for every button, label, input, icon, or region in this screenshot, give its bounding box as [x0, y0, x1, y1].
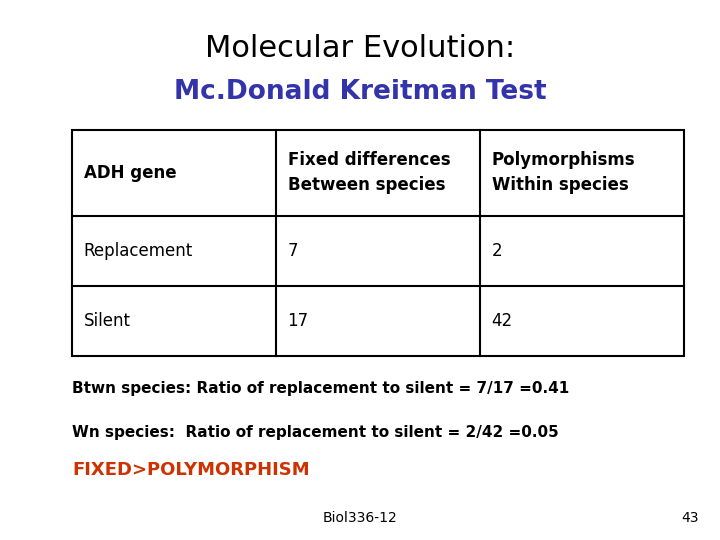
Text: 2: 2 — [492, 242, 502, 260]
Text: Polymorphisms
Within species: Polymorphisms Within species — [492, 151, 635, 194]
Text: FIXED>POLYMORPHISM: FIXED>POLYMORPHISM — [72, 461, 310, 479]
Text: Biol336-12: Biol336-12 — [323, 511, 397, 525]
Text: Btwn species: Ratio of replacement to silent = 7/17 =0.41: Btwn species: Ratio of replacement to si… — [72, 381, 570, 396]
Text: 42: 42 — [492, 312, 513, 330]
Text: Replacement: Replacement — [84, 242, 193, 260]
Bar — [72, 130, 684, 356]
Text: 43: 43 — [681, 511, 698, 525]
Text: Silent: Silent — [84, 312, 130, 330]
Text: 7: 7 — [287, 242, 298, 260]
Text: 17: 17 — [287, 312, 309, 330]
Text: Mc.Donald Kreitman Test: Mc.Donald Kreitman Test — [174, 79, 546, 105]
Text: Fixed differences
Between species: Fixed differences Between species — [287, 151, 450, 194]
Text: Molecular Evolution:: Molecular Evolution: — [205, 34, 515, 63]
Text: ADH gene: ADH gene — [84, 164, 176, 181]
Text: Wn species:  Ratio of replacement to silent = 2/42 =0.05: Wn species: Ratio of replacement to sile… — [72, 424, 559, 440]
